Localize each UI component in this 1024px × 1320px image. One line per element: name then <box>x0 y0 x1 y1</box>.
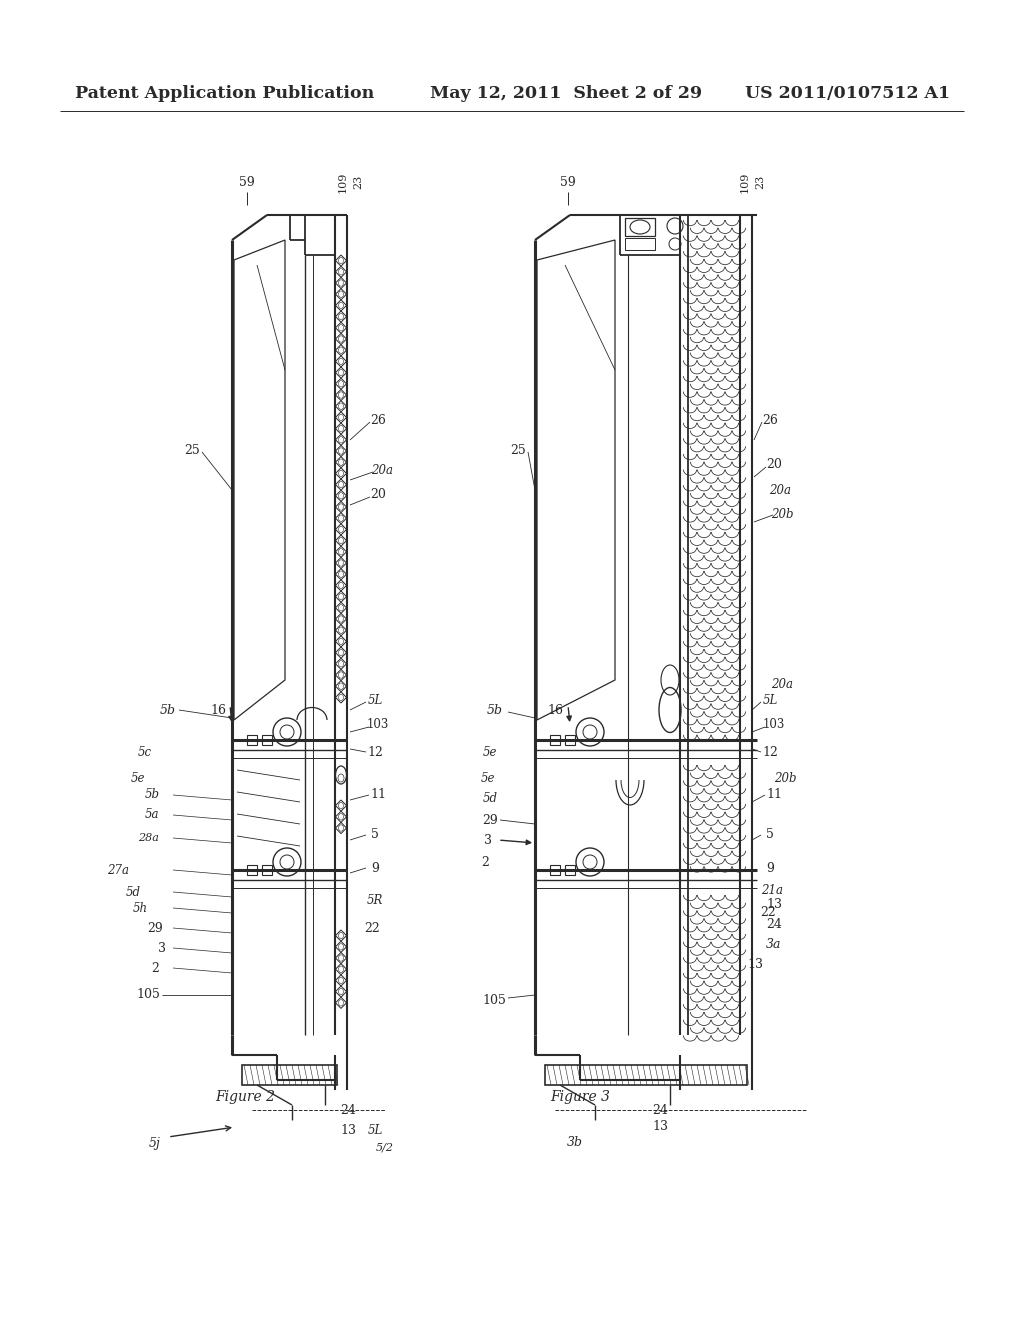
Text: 20a: 20a <box>771 678 793 692</box>
Text: 13: 13 <box>766 899 782 912</box>
Bar <box>247 865 257 875</box>
Text: 5d: 5d <box>126 886 140 899</box>
Text: 5b: 5b <box>144 788 160 801</box>
Text: 5/2: 5/2 <box>376 1142 394 1152</box>
Bar <box>565 735 575 744</box>
Text: 105: 105 <box>136 989 160 1002</box>
Text: 12: 12 <box>367 746 383 759</box>
Text: 9: 9 <box>766 862 774 874</box>
Text: 5d: 5d <box>482 792 498 804</box>
Text: 5L: 5L <box>368 1123 383 1137</box>
Bar <box>625 218 655 236</box>
Text: Figure 2: Figure 2 <box>215 1090 275 1104</box>
Text: 3a: 3a <box>766 939 781 952</box>
Text: 20b: 20b <box>774 771 797 784</box>
Text: 22: 22 <box>760 906 776 919</box>
Bar <box>545 1065 746 1085</box>
Text: 28a: 28a <box>137 833 159 843</box>
Text: 103: 103 <box>763 718 785 731</box>
Text: 2: 2 <box>481 855 488 869</box>
Text: Patent Application Publication: Patent Application Publication <box>75 84 374 102</box>
Text: 23: 23 <box>755 174 765 189</box>
Bar <box>625 238 655 249</box>
Text: 2: 2 <box>152 961 159 974</box>
Text: 103: 103 <box>367 718 389 731</box>
Text: 5: 5 <box>766 829 774 842</box>
Text: 5e: 5e <box>131 771 145 784</box>
Bar <box>565 865 575 875</box>
Text: 5b: 5b <box>160 704 176 717</box>
Text: 5e: 5e <box>482 746 498 759</box>
Text: 24: 24 <box>340 1104 356 1117</box>
Text: 9: 9 <box>371 862 379 874</box>
Bar <box>242 1065 337 1085</box>
Text: 24: 24 <box>652 1104 668 1117</box>
Text: 24: 24 <box>766 919 782 932</box>
Text: 5R: 5R <box>367 894 383 907</box>
Text: 5L: 5L <box>368 693 383 706</box>
Text: 25: 25 <box>510 444 526 457</box>
Text: 59: 59 <box>240 176 255 189</box>
Text: 20a: 20a <box>371 463 393 477</box>
Text: 3: 3 <box>158 941 166 954</box>
Text: 5h: 5h <box>132 902 147 915</box>
Text: 29: 29 <box>147 921 163 935</box>
Text: 5L: 5L <box>763 693 777 706</box>
Text: 59: 59 <box>560 176 575 189</box>
Text: 11: 11 <box>370 788 386 801</box>
Text: 12: 12 <box>762 746 778 759</box>
Text: 5j: 5j <box>150 1137 161 1150</box>
Text: 26: 26 <box>762 413 778 426</box>
Text: 5b: 5b <box>487 704 503 717</box>
Text: 13: 13 <box>746 958 763 972</box>
Text: 13: 13 <box>340 1123 356 1137</box>
Text: 3b: 3b <box>567 1137 583 1150</box>
Text: 29: 29 <box>482 813 498 826</box>
Bar <box>247 735 257 744</box>
Text: 25: 25 <box>184 444 200 457</box>
Text: US 2011/0107512 A1: US 2011/0107512 A1 <box>744 84 950 102</box>
Bar <box>550 735 560 744</box>
Text: 20: 20 <box>370 488 386 502</box>
Text: 20a: 20a <box>769 483 791 496</box>
Text: 21a: 21a <box>761 883 783 896</box>
Bar <box>550 865 560 875</box>
Text: 109: 109 <box>740 172 750 193</box>
Text: 105: 105 <box>482 994 506 1006</box>
Text: 5: 5 <box>371 829 379 842</box>
Bar <box>262 865 272 875</box>
Text: 5e: 5e <box>480 771 496 784</box>
Text: 20b: 20b <box>771 508 794 521</box>
Text: 20: 20 <box>766 458 782 471</box>
Text: 23: 23 <box>353 174 362 189</box>
Text: Figure 3: Figure 3 <box>550 1090 610 1104</box>
Text: 27a: 27a <box>106 863 129 876</box>
Text: 5c: 5c <box>138 746 152 759</box>
Text: 13: 13 <box>652 1121 668 1134</box>
Text: 11: 11 <box>766 788 782 801</box>
Text: 3: 3 <box>484 833 492 846</box>
Text: May 12, 2011  Sheet 2 of 29: May 12, 2011 Sheet 2 of 29 <box>430 84 702 102</box>
Text: 109: 109 <box>338 172 348 193</box>
Bar <box>262 735 272 744</box>
Text: 22: 22 <box>365 921 380 935</box>
Text: 26: 26 <box>370 413 386 426</box>
Text: 5a: 5a <box>144 808 160 821</box>
Text: 16: 16 <box>547 704 563 717</box>
Text: 16: 16 <box>210 704 226 717</box>
